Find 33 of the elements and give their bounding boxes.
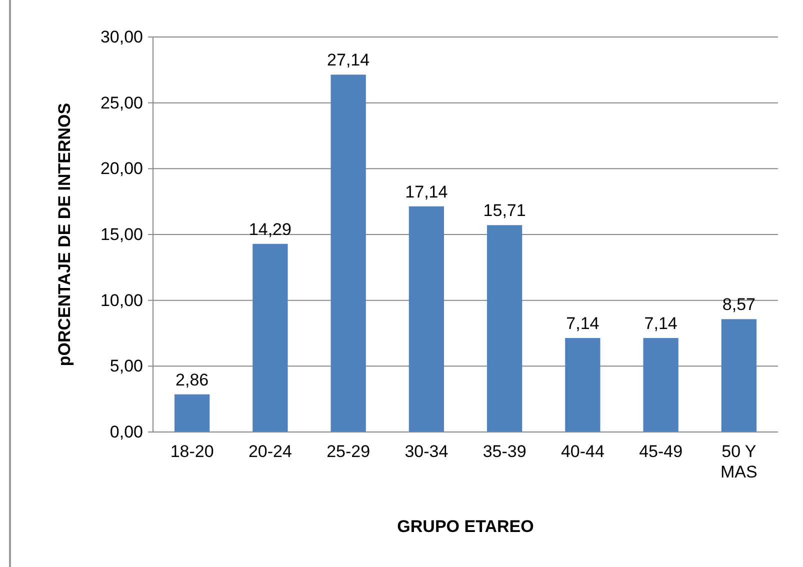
bar: [486, 225, 522, 432]
data-label: 27,14: [327, 50, 370, 70]
x-tick-label: 25-29: [326, 442, 370, 462]
x-tick-label: 20-24: [248, 442, 292, 462]
bar: [565, 338, 600, 432]
x-tick-label: 18-20: [170, 442, 214, 462]
y-tick-label: 20,00: [100, 159, 143, 178]
data-label: 8,57: [722, 295, 756, 314]
data-label: 15,71: [483, 201, 526, 220]
bar: [330, 74, 366, 432]
y-tick-label: 30,00: [100, 27, 143, 46]
x-tick-label: 50 Y MAS: [720, 442, 758, 482]
y-tick-label: 0,00: [110, 422, 143, 442]
x-tick-label: 40-44: [560, 442, 604, 462]
y-tick-label: 10,00: [100, 290, 143, 310]
y-axis-title: pORCENTAJE DE DE INTERNOS: [55, 102, 74, 366]
x-axis-title: GRUPO ETAREO: [397, 517, 534, 536]
x-tick-label: 45-49: [639, 442, 683, 462]
data-label: 7,14: [644, 314, 678, 333]
bar: [408, 206, 444, 432]
y-tick-label: 25,00: [100, 93, 143, 112]
y-tick-label: 5,00: [110, 356, 143, 376]
data-label: 2,86: [176, 370, 209, 390]
data-label: 14,29: [248, 220, 292, 239]
bar: [174, 394, 210, 432]
data-label: 7,14: [566, 314, 600, 333]
bar: [721, 319, 757, 432]
data-label: 17,14: [405, 182, 448, 202]
bar: [643, 338, 678, 432]
x-tick-label: 35-39: [482, 442, 526, 462]
x-tick-label: 30-34: [404, 442, 448, 462]
y-tick-label: 15,00: [100, 224, 143, 244]
bar: [252, 244, 288, 432]
